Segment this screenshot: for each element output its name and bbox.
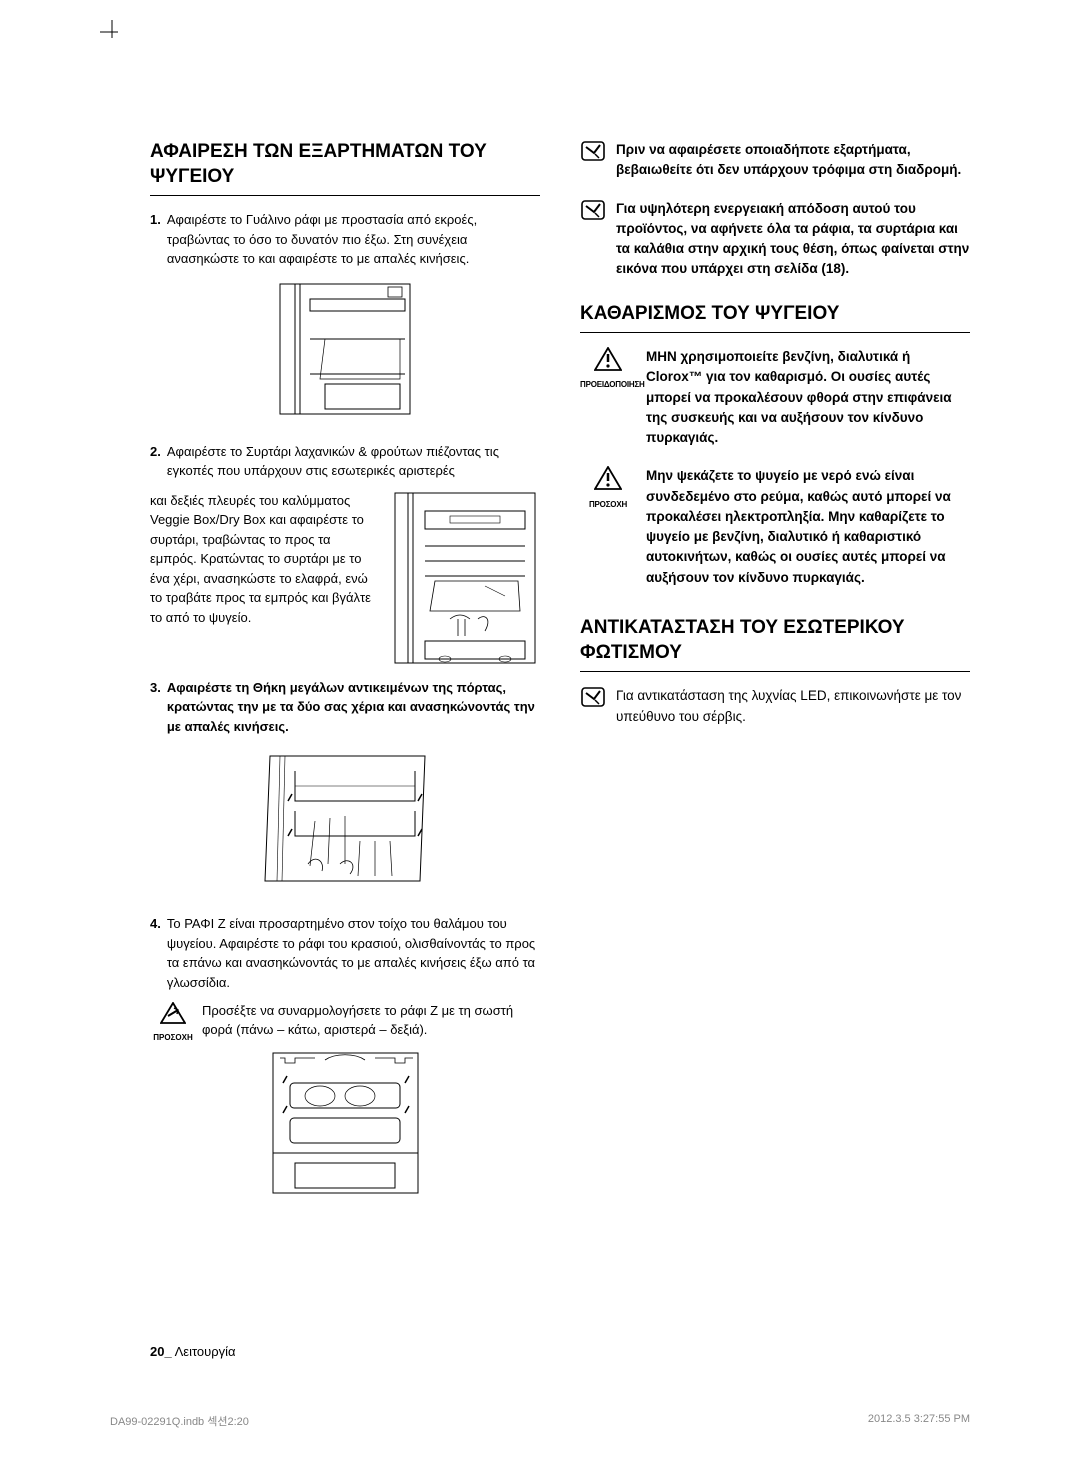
warning-triangle-icon [594,347,622,371]
note-memo-icon [580,140,606,162]
warning-label: ΠΡΟΕΙΔΟΠΟΙΗΣΗ [580,379,636,391]
note-memo-icon [580,686,606,708]
footer-section: Λειτουργία [175,1344,236,1359]
two-column-layout: ΑΦΑΙΡΕΣΗ ΤΩΝ ΕΞΑΡΤΗΜΑΤΩΝ ΤΟΥ ΨΥΓΕΙΟΥ 1. … [150,140,970,1221]
caution-text: Προσέξτε να συναρμολογήσετε το ράφι Ζ με… [202,1002,540,1040]
step-1: 1. Αφαιρέστε το Γυάλινο ράφι με προστασί… [150,210,540,269]
section-title-lighting: ΑΝΤΙΚΑΤΑΣΤΑΣΗ ΤΟΥ ΕΣΩΤΕΡΙΚΟΥ ΦΩΤΙΣΜΟΥ [580,616,970,672]
caution-water: ΠΡΟΣΟΧΗ Μην ψεκάζετε το ψυγείο με νερό ε… [580,466,970,588]
caution-text: Μην ψεκάζετε το ψυγείο με νερό ενώ είναι… [646,466,970,588]
note-text: Πριν να αφαιρέσετε οποιαδήποτε εξαρτήματ… [616,140,970,181]
section-title-cleaning: ΚΑΘΑΡΙΣΜΟΣ ΤΟΥ ΨΥΓΕΙΟΥ [580,302,970,334]
step-number: 2. [150,442,161,481]
warning-icon-block: ΠΡΟΕΙΔΟΠΟΙΗΣΗ [580,347,636,391]
caution-icon-block: ΠΡΟΣΟΧΗ [580,466,636,510]
figure-3-door-bin [150,746,540,896]
left-column: ΑΦΑΙΡΕΣΗ ΤΩΝ ΕΞΑΡΤΗΜΑΤΩΝ ΤΟΥ ΨΥΓΕΙΟΥ 1. … [150,140,540,1221]
section-title-removal: ΑΦΑΙΡΕΣΗ ΤΩΝ ΕΞΑΡΤΗΜΑΤΩΝ ΤΟΥ ΨΥΓΕΙΟΥ [150,140,540,196]
caution-label: ΠΡΟΣΟΧΗ [150,1032,196,1044]
note-before-remove: Πριν να αφαιρέσετε οποιαδήποτε εξαρτήματ… [580,140,970,181]
figure-4-z-shelf [150,1048,540,1203]
step-2-body: και δεξιές πλευρές του καλύμματος Veggie… [150,491,540,666]
page-footer: 20_ Λειτουργία [150,1344,236,1359]
caution-icon-block: ΠΡΟΣΟΧΗ [150,1002,196,1043]
figure-1-shelf [150,279,540,424]
step-4: 4. Το ΡΑΦΙ Ζ είναι προσαρτημένο στον τοί… [150,914,540,992]
caution-z-shelf: ΠΡΟΣΟΧΗ Προσέξτε να συναρμολογήσετε το ρ… [150,1002,540,1043]
crop-mark-icon [100,20,124,44]
step-text: Αφαιρέστε το Συρτάρι λαχανικών & φρούτων… [167,442,540,481]
caution-label: ΠΡΟΣΟΧΗ [580,499,636,511]
note-text: Για αντικατάσταση της λυχνίας LED, επικο… [616,686,970,727]
step-3: 3. Αφαιρέστε τη Θήκη μεγάλων αντικειμένω… [150,678,540,737]
step-text: Αφαιρέστε το Γυάλινο ράφι με προστασία α… [167,210,540,269]
note-led: Για αντικατάσταση της λυχνίας LED, επικο… [580,686,970,727]
caution-triangle-icon [160,1002,186,1024]
step-text: Το ΡΑΦΙ Ζ είναι προσαρτημένο στον τοίχο … [167,914,540,992]
step-number: 4. [150,914,161,992]
step-number: 1. [150,210,161,269]
step-text: Αφαιρέστε τη Θήκη μεγάλων αντικειμένων τ… [167,678,540,737]
note-memo-icon [580,199,606,221]
step-2-continuation: και δεξιές πλευρές του καλύμματος Veggie… [150,491,380,628]
print-timestamp: 2012.3.5 3:27:55 PM [868,1413,970,1429]
warning-chemicals: ΠΡΟΕΙΔΟΠΟΙΗΣΗ ΜΗΝ χρησιμοποιείτε βενζίνη… [580,347,970,448]
page-content: ΑΦΑΙΡΕΣΗ ΤΩΝ ΕΞΑΡΤΗΜΑΤΩΝ ΤΟΥ ΨΥΓΕΙΟΥ 1. … [0,0,1080,1281]
step-2: 2. Αφαιρέστε το Συρτάρι λαχανικών & φρού… [150,442,540,481]
note-text: Για υψηλότερη ενεργειακή απόδοση αυτού τ… [616,199,970,280]
warning-triangle-icon [594,466,622,490]
right-column: Πριν να αφαιρέσετε οποιαδήποτε εξαρτήματ… [580,140,970,1221]
print-file: DA99-02291Q.indb 섹션2:20 [110,1413,249,1429]
figure-2-drawer [390,491,540,666]
page-number: 20_ [150,1344,172,1359]
note-energy: Για υψηλότερη ενεργειακή απόδοση αυτού τ… [580,199,970,280]
print-mark: DA99-02291Q.indb 섹션2:20 2012.3.5 3:27:55… [110,1413,970,1429]
step-number: 3. [150,678,161,737]
warning-text: ΜΗΝ χρησιμοποιείτε βενζίνη, διαλυτικά ή … [646,347,970,448]
